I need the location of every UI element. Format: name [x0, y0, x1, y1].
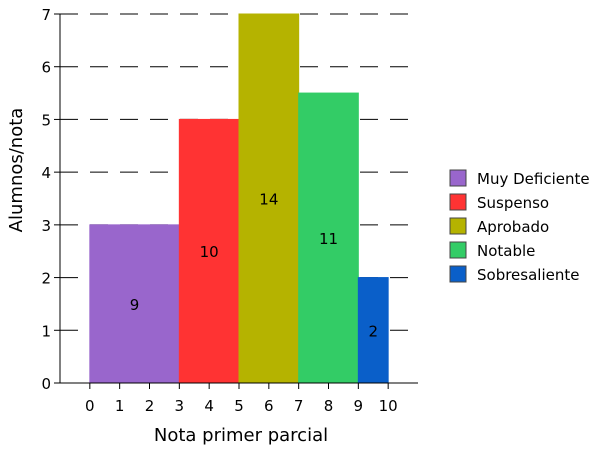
- legend-swatch-2: [449, 217, 467, 235]
- bar-label-2: 14: [259, 191, 278, 209]
- legend-swatch-0: [449, 169, 467, 187]
- x-tick-label-4: 4: [204, 397, 214, 415]
- bar-1: [178, 118, 240, 384]
- legend-label-2: Aprobado: [477, 218, 549, 236]
- bars: 9 10 14 11 2: [89, 13, 389, 384]
- legend-swatch-4: [449, 265, 467, 283]
- y-tick-label-1: 1: [41, 322, 51, 340]
- x-tick-label-2: 2: [145, 397, 155, 415]
- x-tick-label-3: 3: [175, 397, 185, 415]
- legend-label-3: Notable: [477, 242, 535, 260]
- x-tick-label-5: 5: [234, 397, 244, 415]
- legend-label-4: Sobresaliente: [477, 266, 579, 284]
- y-tick-label-6: 6: [41, 59, 51, 77]
- x-tick-label-0: 0: [85, 397, 95, 415]
- y-tick-label-2: 2: [41, 270, 51, 288]
- x-axis-title: Nota primer parcial: [154, 425, 328, 446]
- bar-label-4: 2: [368, 322, 378, 340]
- y-tick-label-0: 0: [41, 375, 51, 393]
- bar-label-1: 10: [200, 243, 219, 261]
- y-tick-label-3: 3: [41, 217, 51, 235]
- legend-swatch-1: [449, 193, 467, 211]
- bar-0: [89, 224, 180, 384]
- bar-label-0: 9: [130, 296, 140, 314]
- x-tick-label-6: 6: [264, 397, 274, 415]
- y-axis-title: Alumnos/nota: [6, 108, 27, 233]
- legend-label-1: Suspenso: [477, 194, 549, 212]
- x-tick-label-7: 7: [294, 397, 304, 415]
- x-tick-label-8: 8: [324, 397, 334, 415]
- y-tick-label-5: 5: [41, 111, 51, 129]
- x-tick-label-9: 9: [354, 397, 364, 415]
- y-tick-label-4: 4: [41, 164, 51, 182]
- x-tick-label-1: 1: [115, 397, 125, 415]
- legend-swatch-3: [449, 241, 467, 259]
- x-tick-label-10: 10: [379, 397, 398, 415]
- bar-label-3: 11: [319, 230, 338, 248]
- bar-3: [298, 92, 359, 384]
- y-tick-label-7: 7: [41, 6, 51, 24]
- axes: 0 1 2 3 4 5 6 7 0 1 2 3 4 5 6 7 8 9 10: [41, 6, 418, 415]
- bar-2: [238, 13, 300, 384]
- legend-label-0: Muy Deficiente: [477, 170, 590, 188]
- legend: Muy Deficiente Suspenso Aprobado Notable Sob…: [449, 169, 590, 284]
